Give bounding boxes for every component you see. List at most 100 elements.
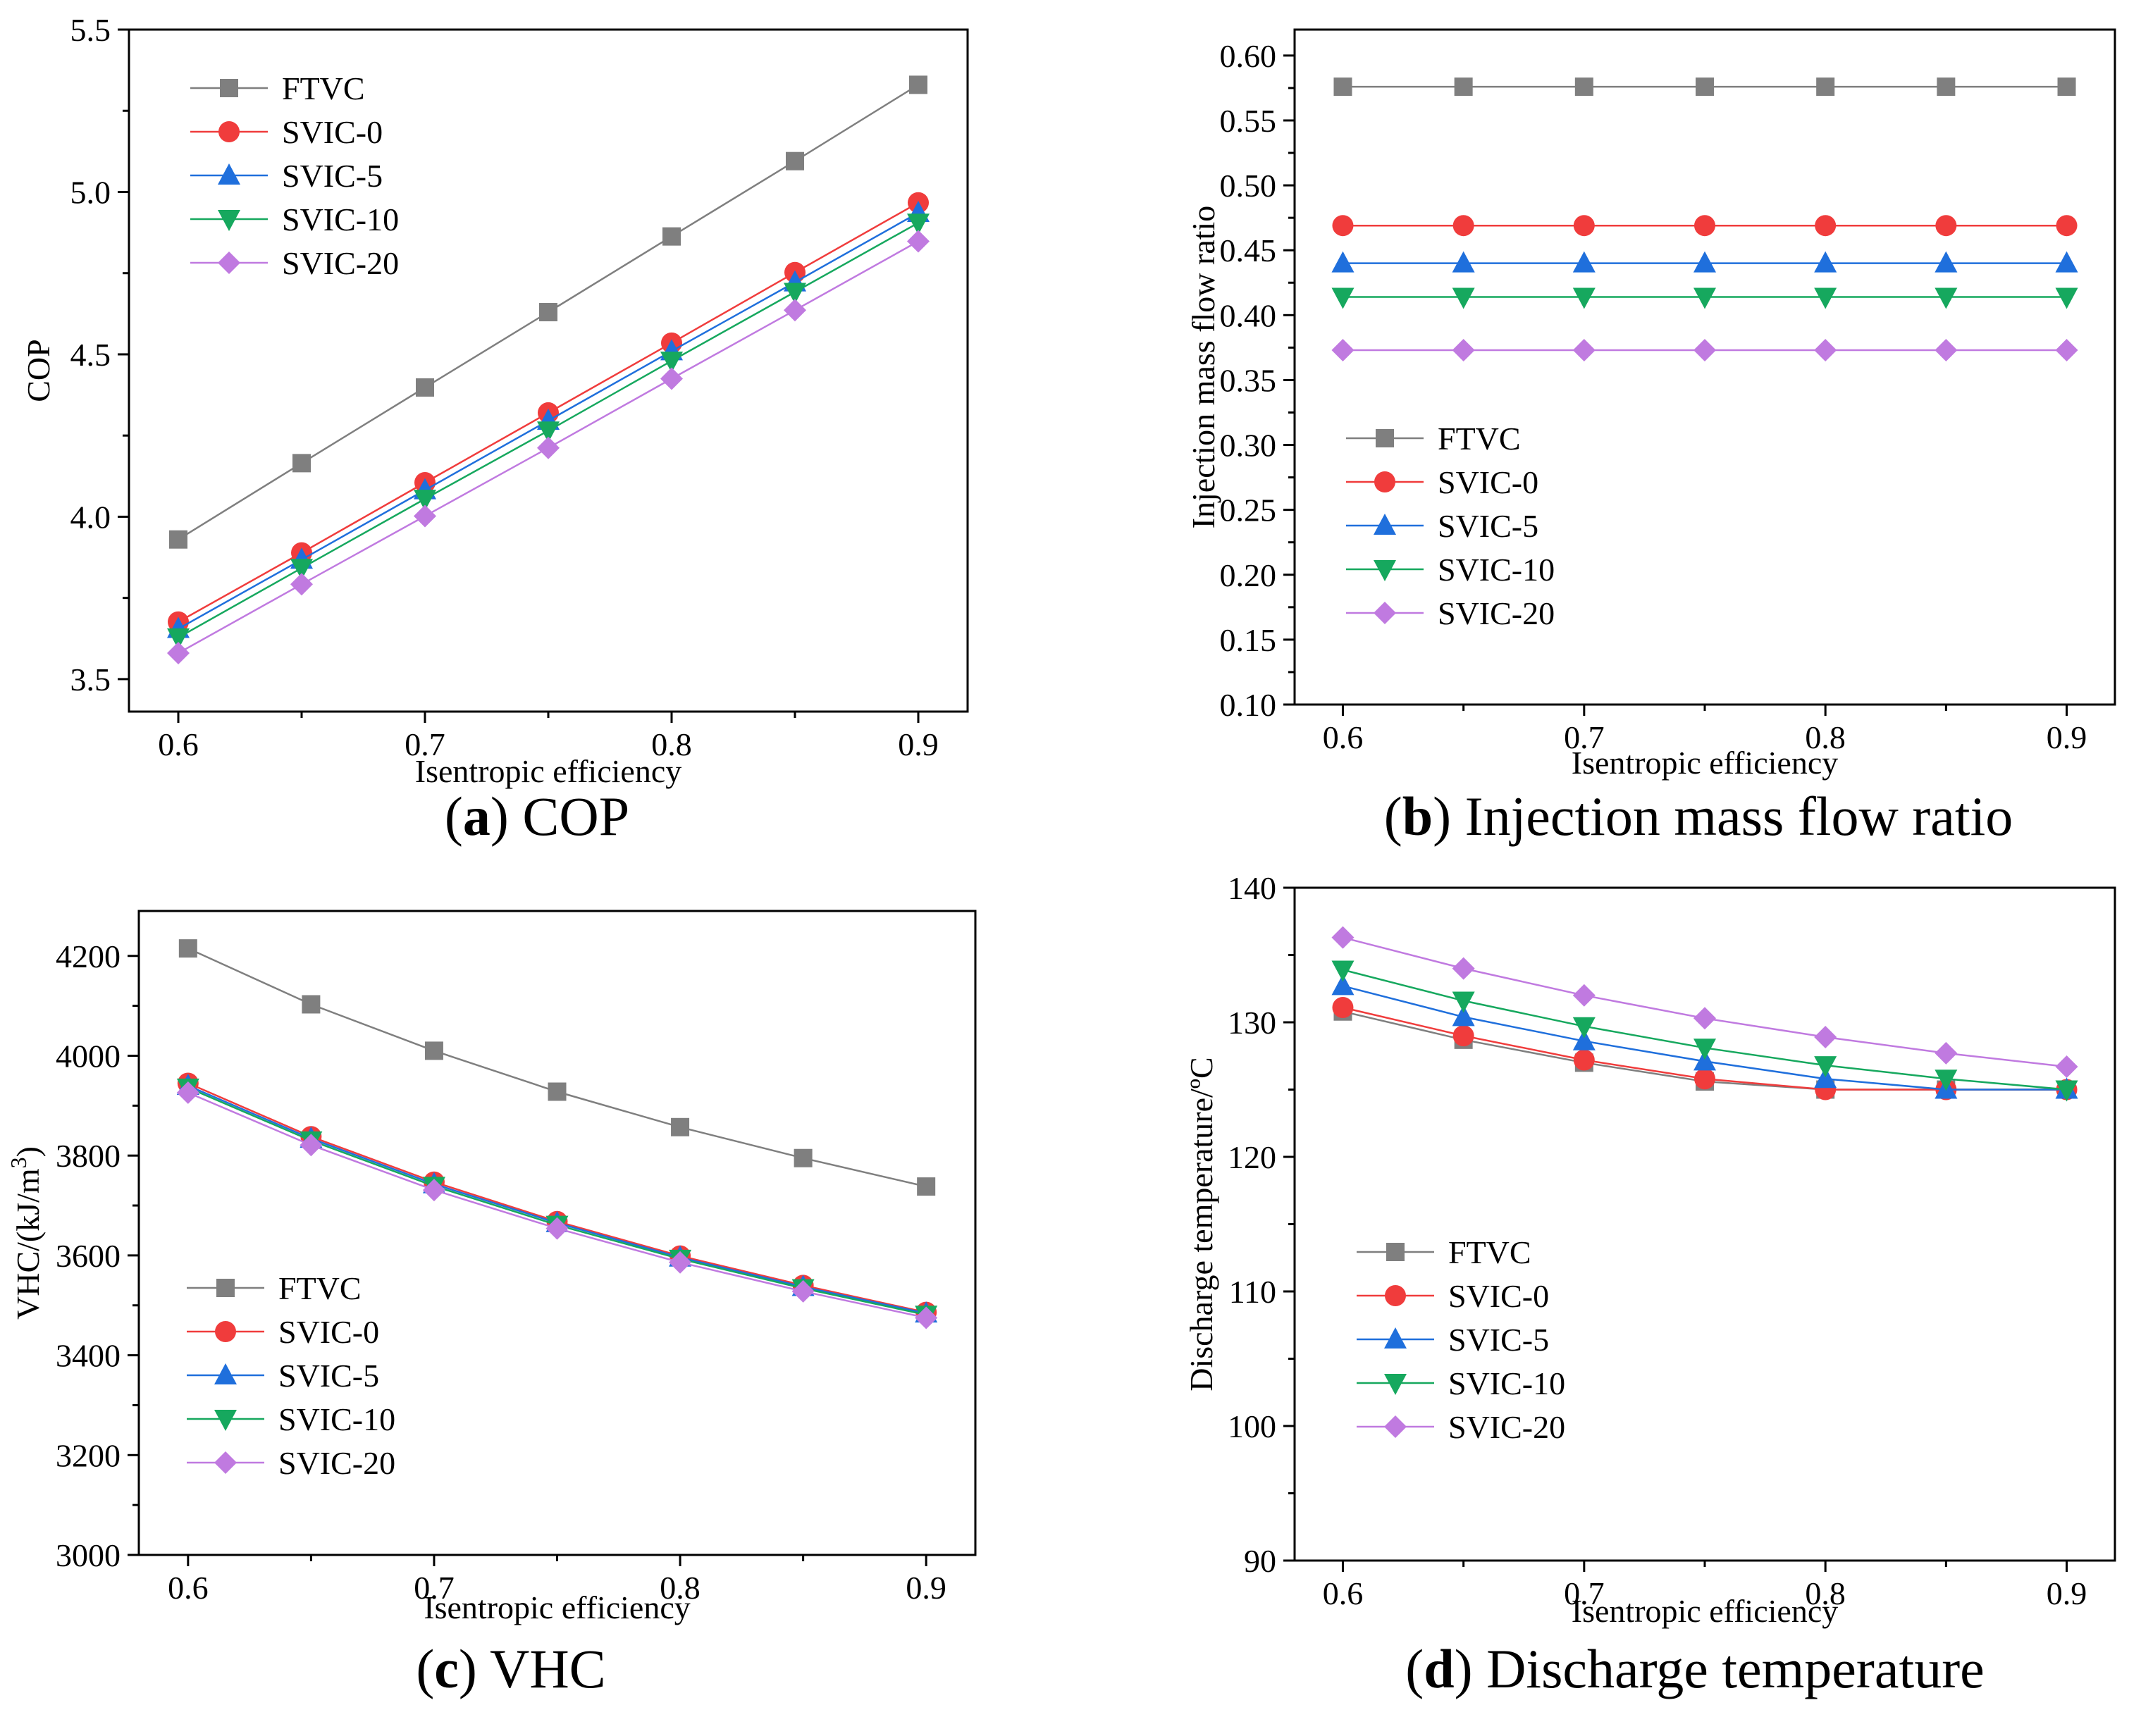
legend-item: SVIC-0 [190, 114, 383, 150]
caption-text: Injection mass flow ratio [1465, 786, 2013, 847]
legend-marker [214, 1451, 237, 1474]
legend-label: SVIC-20 [1438, 595, 1555, 631]
legend-marker [214, 1410, 237, 1431]
x-tick-label: 0.9 [2047, 719, 2087, 755]
legend-item: SVIC-5 [1346, 508, 1538, 544]
y-tick-label: 4200 [56, 938, 121, 974]
y-axis-label-suffix: ) [10, 1146, 46, 1157]
y-tick-label: 130 [1228, 1005, 1276, 1041]
data-point [1331, 926, 1355, 949]
data-point [2057, 78, 2076, 97]
data-point [1693, 251, 1716, 273]
data-point [1331, 960, 1355, 982]
x-axis-label: Isentropic efficiency [1572, 745, 1838, 781]
legend-marker [1374, 471, 1395, 492]
x-tick-label: 0.6 [1323, 719, 1364, 755]
y-axis-label: VHC/(kJ/m3) [6, 1146, 46, 1320]
x-tick-label: 0.6 [1323, 1575, 1364, 1611]
legend-item: FTVC [190, 70, 365, 106]
data-point [1572, 339, 1596, 362]
y-tick-label: 0.25 [1220, 492, 1277, 528]
data-point [548, 1082, 567, 1101]
legend-label: SVIC-0 [278, 1314, 379, 1350]
data-point [1454, 78, 1473, 97]
legend-label: FTVC [1448, 1234, 1531, 1270]
chart-panel-c: 0.6 0.7 0.8 0.9 3000 3200 3400 3600 3800 4000 4200… [6, 910, 977, 1699]
y-tick-label: 0.55 [1220, 103, 1277, 139]
x-tick-label: 0.8 [660, 1570, 701, 1606]
x-tick-label: 0.7 [405, 726, 445, 762]
data-point [2055, 251, 2078, 273]
data-point [784, 283, 806, 304]
y-tick-label: 3.5 [70, 662, 111, 698]
data-point [1815, 215, 1837, 237]
data-point [1814, 251, 1837, 273]
legend-marker [218, 210, 240, 231]
data-point [662, 227, 681, 246]
data-point [424, 1041, 443, 1060]
caption-text: VHC [490, 1638, 606, 1699]
series-svic-0 [1332, 215, 2078, 237]
y-tick-label: 0.10 [1220, 687, 1277, 723]
legend-label: SVIC-0 [282, 114, 383, 150]
legend-marker [218, 163, 240, 185]
legend-marker [1385, 1285, 1406, 1306]
data-point [1935, 1070, 1958, 1091]
legend-item: SVIC-0 [187, 1314, 379, 1350]
data-point [1937, 78, 1956, 97]
data-point [791, 1279, 815, 1303]
data-point [909, 75, 927, 94]
data-point [671, 1117, 690, 1136]
legend-marker [218, 121, 240, 142]
series-svic-20 [1331, 926, 2078, 1079]
data-point [545, 1217, 569, 1240]
legend-marker [1384, 1374, 1407, 1395]
legend-item: SVIC-10 [190, 202, 399, 237]
data-point [292, 454, 311, 473]
x-tick-label: 0.9 [2047, 1575, 2087, 1611]
data-point [1814, 1056, 1837, 1078]
data-point [1452, 1025, 1474, 1047]
data-point [1693, 339, 1716, 362]
legend-marker [1384, 1415, 1407, 1438]
data-point [786, 151, 804, 170]
legend-label: SVIC-10 [278, 1401, 395, 1437]
data-point [1572, 251, 1596, 273]
legend-label: SVIC-10 [1448, 1365, 1565, 1401]
legend-item: SVIC-20 [1346, 595, 1555, 631]
data-point [537, 436, 560, 459]
series-svic-20 [167, 230, 930, 665]
legend-item: SVIC-5 [190, 158, 383, 194]
legend-item: SVIC-20 [187, 1445, 395, 1481]
data-point [1572, 1029, 1596, 1050]
data-point [2055, 339, 2078, 362]
legend-item: FTVC [187, 1270, 362, 1306]
legend-label: SVIC-20 [282, 245, 399, 281]
x-axis-label: Isentropic efficiency [424, 1589, 690, 1625]
legend-label: SVIC-0 [1448, 1278, 1549, 1314]
series-ftvc [169, 75, 927, 549]
caption-close-paren: ) [1455, 1638, 1486, 1699]
data-point [416, 378, 434, 397]
caption-close-paren: ) [490, 786, 522, 847]
legend-item: SVIC-20 [1357, 1409, 1565, 1445]
data-point [917, 1177, 936, 1196]
caption-letter: d [1424, 1638, 1454, 1699]
data-point [1816, 78, 1835, 97]
x-axis-label: Isentropic efficiency [415, 753, 681, 789]
data-point [422, 1179, 445, 1202]
data-point [1573, 1049, 1595, 1071]
y-tick-label: 120 [1228, 1139, 1276, 1175]
y-tick-label: 3200 [56, 1437, 121, 1473]
data-point [290, 559, 313, 581]
data-point [1693, 1007, 1716, 1030]
caption-text: Discharge temperature [1486, 1638, 1985, 1699]
data-point [2055, 1055, 2078, 1079]
series-svic-20 [176, 1081, 938, 1329]
legend-item: SVIC-10 [1346, 552, 1555, 588]
data-point [1452, 957, 1475, 980]
data-point [1814, 287, 1837, 309]
data-point [537, 421, 560, 443]
data-point [1452, 991, 1475, 1013]
y-tick-label: 0.50 [1220, 168, 1277, 204]
